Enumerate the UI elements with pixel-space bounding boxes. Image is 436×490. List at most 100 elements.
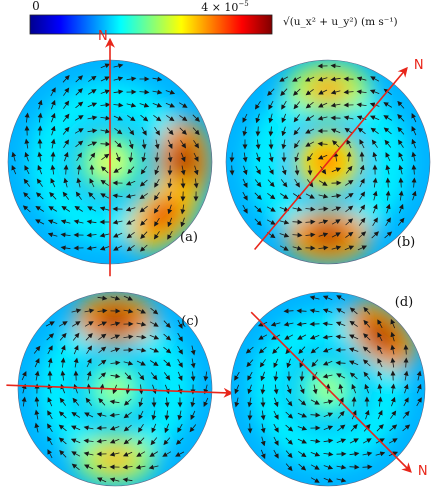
velocity-arrow	[100, 102, 111, 108]
velocity-arrow	[34, 370, 40, 381]
velocity-arrow	[154, 217, 160, 227]
hotspot-core	[144, 196, 182, 234]
velocity-arrow	[50, 125, 56, 136]
velocity-arrow	[123, 398, 132, 406]
velocity-arrow	[60, 245, 71, 251]
velocity-arrow	[383, 127, 392, 135]
velocity-arrow	[151, 410, 157, 421]
velocity-arrow	[60, 344, 66, 355]
velocity-arrow	[254, 192, 262, 200]
velocity-arrow	[234, 397, 240, 408]
velocity-arrow	[255, 126, 261, 137]
velocity-arrow	[125, 180, 136, 186]
velocity-arrow	[113, 167, 123, 173]
panel-c: N(c)	[6, 291, 249, 487]
velocity-arrow	[73, 383, 79, 394]
velocity-arrow	[297, 438, 308, 444]
velocity-arrow	[96, 464, 107, 470]
velocity-arrow	[59, 449, 67, 458]
velocity-arrow	[49, 191, 57, 200]
velocity-arrow	[83, 438, 94, 444]
velocity-arrow	[344, 245, 355, 251]
velocity-arrow	[362, 451, 373, 457]
velocity-arrow	[74, 128, 84, 134]
velocity-arrow	[123, 424, 132, 432]
velocity-arrow	[164, 410, 170, 421]
velocity-arrow	[154, 139, 160, 150]
velocity-arrow	[294, 178, 300, 188]
velocity-arrow	[59, 397, 67, 406]
velocity-arrow	[137, 372, 145, 381]
velocity-arrow	[180, 178, 186, 189]
velocity-arrow	[356, 102, 367, 108]
velocity-arrow	[362, 464, 373, 470]
velocity-arrow	[63, 87, 70, 96]
colorbar-gradient	[29, 14, 273, 35]
velocity-arrow	[75, 88, 83, 96]
velocity-arrow	[193, 152, 199, 162]
velocity-arrow	[34, 396, 40, 407]
velocity-arrow	[125, 206, 136, 212]
velocity-arrow	[411, 164, 417, 175]
velocity-arrow	[89, 152, 96, 161]
velocity-arrow	[96, 438, 107, 444]
velocity-arrow	[345, 179, 354, 186]
velocity-arrow	[310, 399, 320, 405]
velocity-arrow	[331, 245, 342, 251]
velocity-arrow	[58, 411, 67, 419]
velocity-arrow	[299, 384, 305, 395]
velocity-arrow	[351, 383, 357, 394]
velocity-arrow	[139, 244, 148, 252]
velocity-arrow	[296, 321, 307, 327]
velocity-arrow	[149, 360, 159, 367]
velocity-arrow	[47, 232, 58, 238]
velocity-arrows	[11, 63, 200, 252]
velocity-arrow	[50, 99, 56, 110]
velocity-arrow	[268, 100, 274, 110]
velocity-arrow	[35, 219, 45, 225]
disk-outline	[17, 291, 213, 487]
velocity-arrow	[388, 438, 398, 444]
velocity-arrow	[87, 206, 97, 212]
velocity-arrow	[122, 464, 133, 470]
velocity-arrow	[346, 139, 352, 149]
panel-d: N (d)	[230, 291, 428, 487]
velocity-arrow	[255, 165, 261, 175]
velocity-arrow	[167, 230, 173, 240]
velocity-arrow	[305, 193, 315, 199]
north-label: N	[98, 29, 108, 44]
velocity-arrow	[87, 115, 98, 121]
velocity-arrow	[397, 100, 405, 109]
velocity-arrow	[280, 88, 288, 97]
velocity-arrow	[383, 102, 393, 108]
velocity-arrow	[193, 178, 199, 189]
velocity-arrow	[356, 76, 367, 82]
velocity-arrow	[322, 308, 333, 314]
velocity-arrow	[71, 451, 81, 457]
panel-label: (d)	[395, 295, 413, 310]
velocity-arrow	[384, 231, 393, 239]
velocity-arrow	[152, 89, 163, 95]
velocity-arrow	[126, 76, 137, 82]
velocity-arrow	[113, 245, 123, 251]
velocity-arrow	[229, 165, 235, 176]
velocity-arrow	[247, 397, 253, 408]
velocity-arrow	[296, 308, 307, 314]
north-label: N	[414, 58, 424, 73]
panel-label: (c)	[181, 314, 198, 329]
velocity-arrow	[164, 397, 170, 408]
velocity-arrow	[254, 205, 263, 213]
velocity-arrow	[323, 412, 334, 418]
velocity-arrow	[281, 100, 287, 110]
velocity-arrow	[403, 397, 409, 407]
velocity-arrow	[398, 203, 404, 214]
velocity-arrow	[385, 152, 391, 162]
velocity-arrow	[24, 138, 30, 149]
velocity-arrow	[337, 410, 345, 419]
velocity-arrow	[349, 451, 360, 457]
velocity-arrow	[84, 308, 95, 314]
velocity-arrow	[390, 396, 396, 407]
north-arrow	[250, 311, 412, 473]
velocity-arrow	[364, 409, 370, 420]
velocity-arrow	[193, 140, 200, 149]
